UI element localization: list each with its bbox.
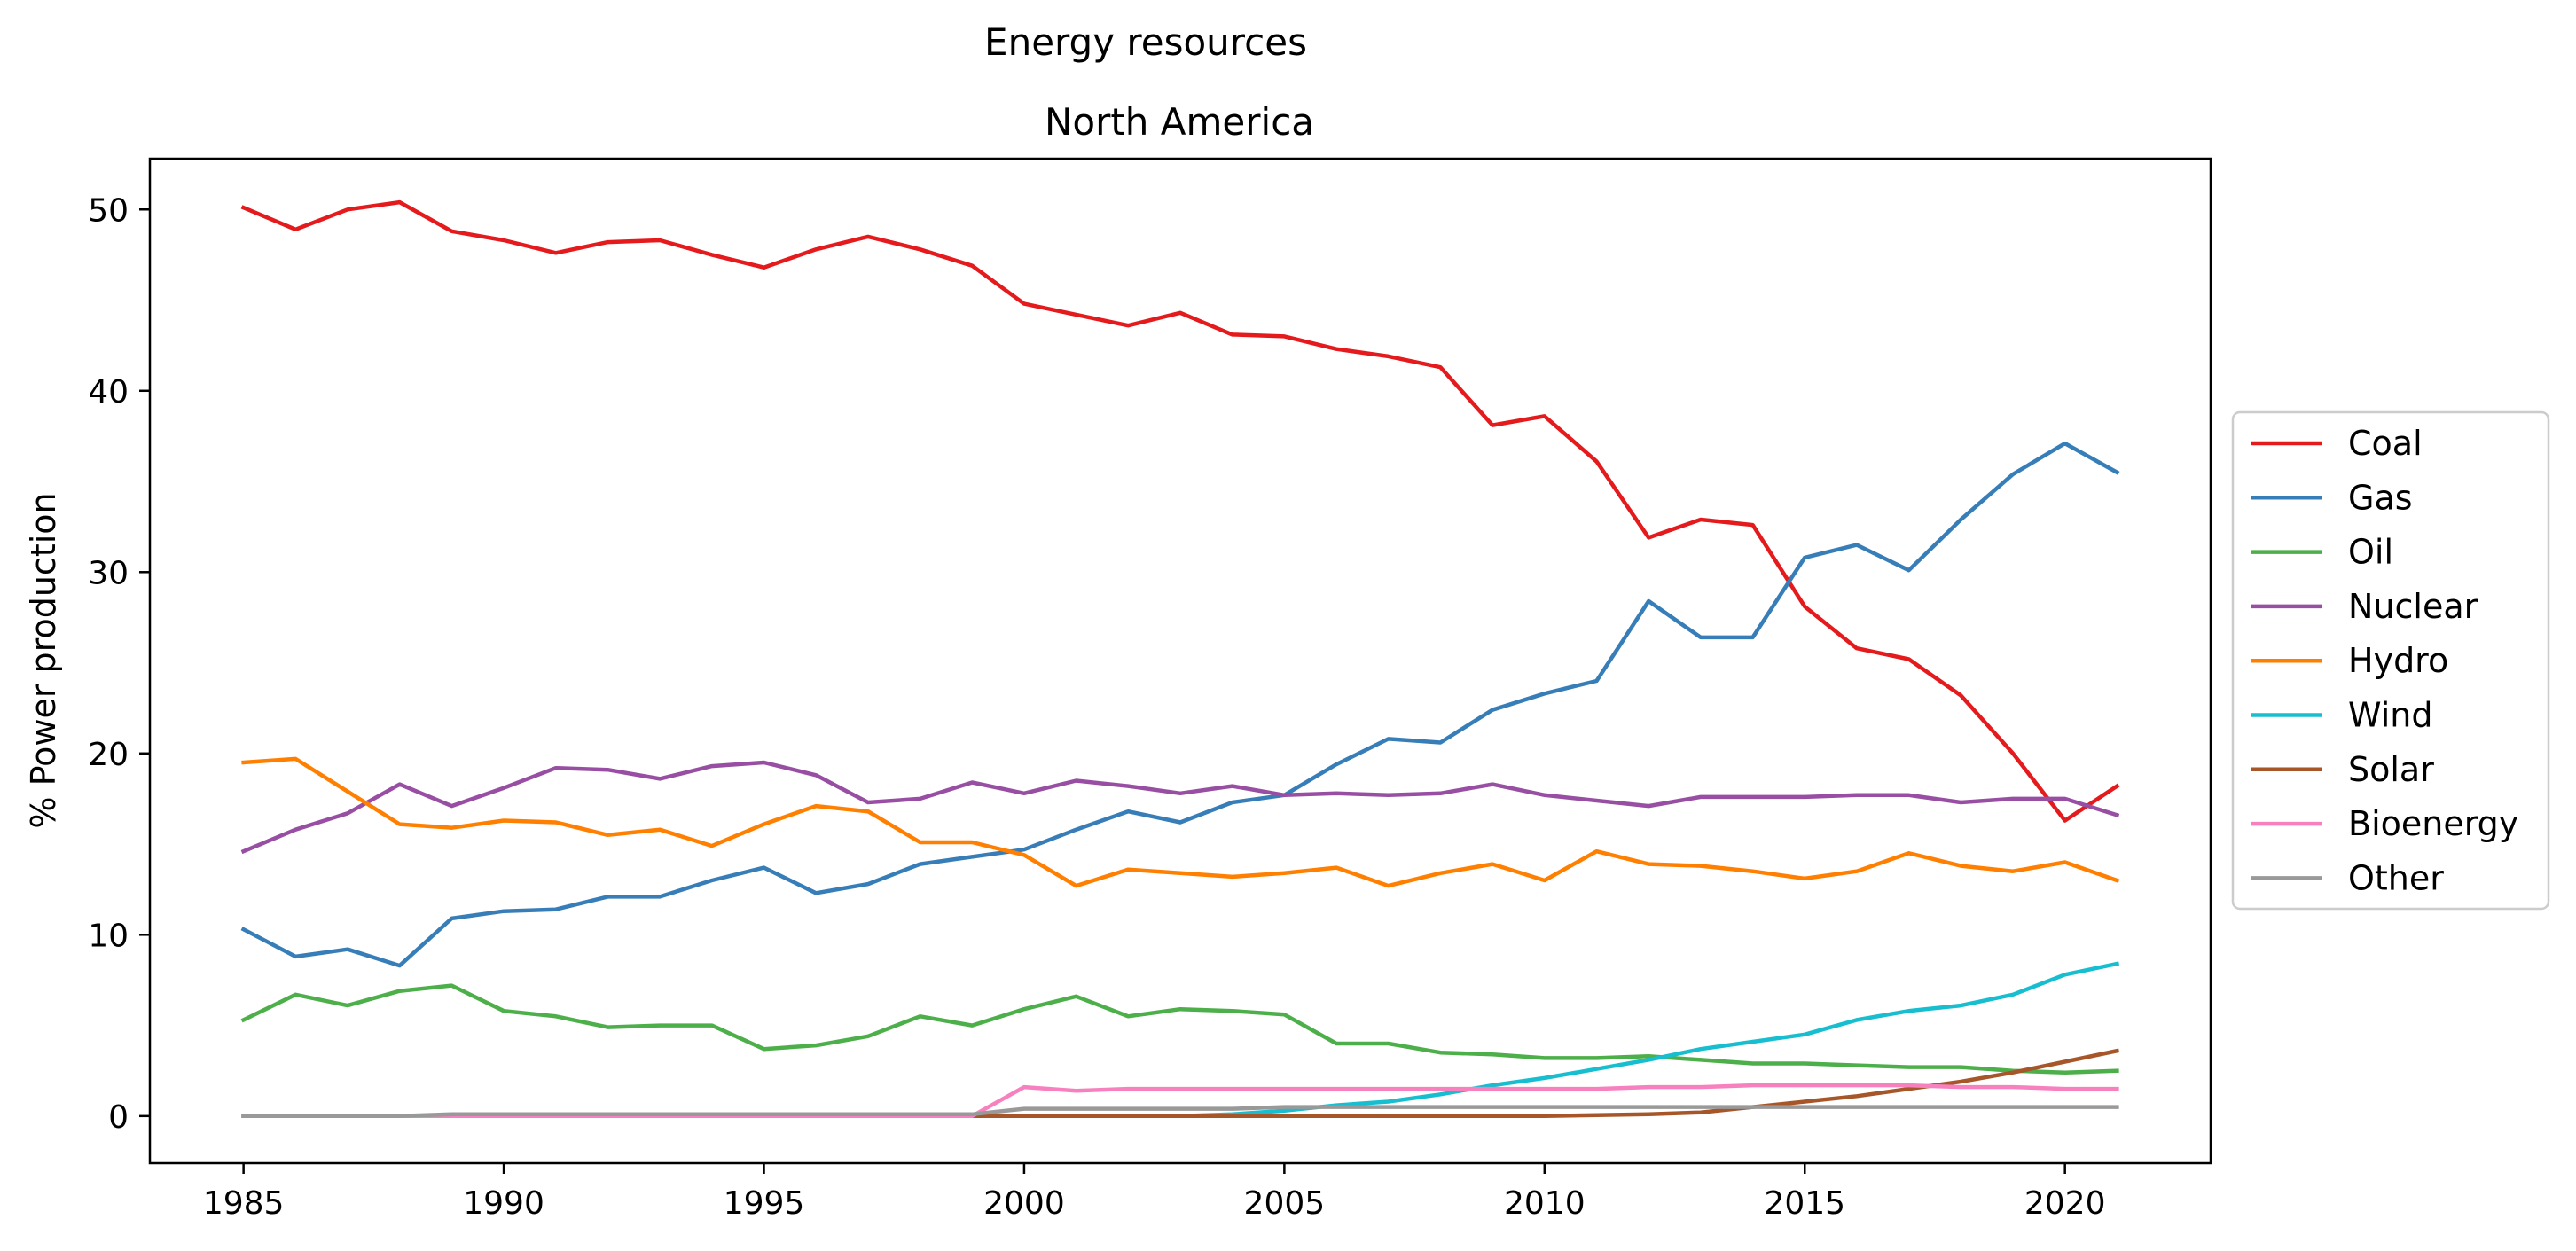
series-line-gas [240, 441, 2120, 968]
x-tick-label-2015: 2015 [1764, 1185, 1845, 1222]
x-tick-label-2005: 2005 [1244, 1185, 1326, 1222]
series-line-coal [240, 199, 2120, 823]
plot-frame [148, 157, 2212, 1165]
series-layer [240, 199, 2120, 1119]
x-tick-label-2010: 2010 [1504, 1185, 1586, 1222]
x-tick-label-2020: 2020 [2024, 1185, 2106, 1222]
legend-label-wind: Wind [2348, 696, 2433, 735]
legend-label-solar: Solar [2348, 750, 2434, 789]
series-line-bioenergy [241, 1083, 2119, 1119]
x-tick-label-2000: 2000 [983, 1185, 1065, 1222]
legend-label-bioenergy: Bioenergy [2348, 804, 2518, 843]
series-line-other [241, 1105, 2119, 1119]
axes-layer: 1985 1990 1995 2000 2005 2010 2015 2020 0 10 20 30 4… [88, 157, 2212, 1222]
legend-label-oil: Oil [2348, 533, 2393, 572]
x-tick-label-1990: 1990 [463, 1185, 544, 1222]
x-tick-label-1995: 1995 [724, 1185, 805, 1222]
legend: Coal Gas Oil Nuclear Hydro Wind Solar Bioenergy… [2231, 410, 2550, 911]
y-axis-label: % Power production [24, 492, 63, 828]
y-tick-label-40: 40 [88, 374, 129, 410]
series-line-oil [240, 983, 2119, 1075]
chart-suptitle: Energy resources [984, 20, 1307, 64]
legend-box [2231, 410, 2550, 911]
x-tick-label-1985: 1985 [203, 1185, 285, 1222]
legend-label-gas: Gas [2348, 478, 2413, 517]
y-tick-label-30: 30 [88, 555, 129, 591]
chart-title: North America [1045, 100, 1314, 144]
legend-label-coal: Coal [2348, 424, 2423, 463]
legend-label-other: Other [2348, 858, 2444, 897]
y-tick-label-0: 0 [108, 1099, 129, 1136]
series-line-wind [241, 961, 2120, 1119]
y-tick-label-20: 20 [88, 737, 129, 773]
y-tick-label-10: 10 [88, 918, 129, 954]
series-line-hydro [241, 756, 2120, 888]
legend-label-nuclear: Nuclear [2348, 587, 2478, 626]
y-tick-label-50: 50 [88, 192, 129, 229]
series-line-nuclear [240, 760, 2120, 855]
legend-label-hydro: Hydro [2348, 641, 2448, 680]
